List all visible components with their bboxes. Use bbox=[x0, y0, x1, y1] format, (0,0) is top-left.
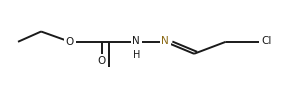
Text: O: O bbox=[97, 56, 106, 66]
Text: N: N bbox=[161, 36, 169, 46]
Text: N: N bbox=[133, 36, 140, 46]
Text: Cl: Cl bbox=[261, 36, 271, 46]
Text: O: O bbox=[66, 37, 74, 47]
Text: H: H bbox=[133, 50, 140, 60]
